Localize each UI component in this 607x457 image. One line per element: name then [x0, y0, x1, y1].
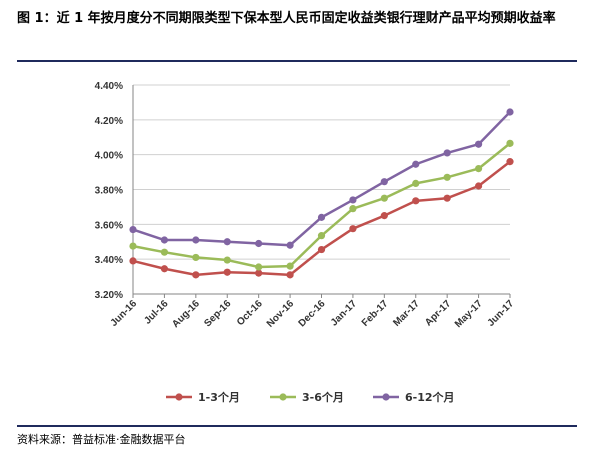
y-tick-label: 3.20%: [95, 290, 123, 301]
data-point: [286, 271, 294, 279]
data-point: [255, 269, 263, 277]
legend-marker: [175, 393, 183, 401]
data-point: [223, 256, 231, 264]
legend-marker: [382, 393, 390, 401]
data-point: [443, 194, 451, 202]
data-point: [286, 262, 294, 270]
data-point: [129, 225, 137, 234]
data-point: [380, 194, 388, 202]
data-point: [129, 242, 137, 250]
legend-label: 1-3个月: [198, 390, 240, 404]
y-tick-label: 4.40%: [95, 81, 123, 92]
data-point: [474, 165, 483, 173]
data-point: [412, 197, 420, 205]
data-point: [506, 139, 514, 147]
figure-title: 图 1：近 1 年按月度分不同期限类型下保本型人民币固定收益类银行理财产品平均预…: [17, 11, 556, 26]
data-point: [474, 182, 483, 190]
data-point: [160, 248, 169, 256]
y-tick-label: 4.20%: [95, 116, 123, 127]
data-point: [380, 212, 388, 220]
legend-marker: [279, 393, 287, 401]
data-point: [443, 173, 451, 181]
y-tick-label: 4.00%: [95, 151, 123, 162]
x-tick-label: Aug-16: [170, 298, 202, 330]
data-point: [255, 263, 263, 271]
x-tick-label: Apr-17: [423, 298, 453, 328]
data-point: [223, 238, 231, 246]
data-point: [317, 245, 326, 254]
x-tick-label: May-17: [453, 298, 485, 330]
data-point: [160, 265, 169, 273]
source-note: 资料来源：普益标准·金融数据平台: [17, 433, 186, 446]
data-point: [380, 178, 388, 186]
data-point: [474, 140, 483, 148]
data-point: [192, 253, 200, 262]
top-rule: [17, 60, 577, 62]
x-tick-label: Dec-16: [297, 298, 328, 329]
x-tick-label: Sep-16: [202, 298, 233, 329]
data-point: [349, 205, 357, 213]
data-point: [192, 271, 200, 279]
y-tick-label: 3.60%: [95, 220, 123, 231]
x-tick-label: Jun-16: [109, 298, 140, 329]
data-point: [443, 149, 451, 157]
data-point: [160, 236, 169, 244]
x-tick-label: Oct-16: [235, 298, 265, 328]
x-tick-label: Jun-17: [486, 298, 517, 329]
legend-label: 6-12个月: [405, 390, 455, 404]
x-tick-label: Jul-16: [142, 298, 171, 327]
data-point: [223, 268, 231, 276]
x-tick-label: Feb-17: [360, 298, 391, 329]
data-point: [317, 232, 326, 240]
x-tick-label: Nov-16: [265, 298, 297, 330]
data-point: [255, 239, 263, 248]
data-point: [192, 236, 200, 244]
bottom-rule: [17, 425, 577, 427]
data-point: [412, 179, 420, 188]
data-point: [129, 257, 137, 265]
data-point: [349, 196, 357, 204]
x-tick-label: Mar-17: [391, 298, 422, 329]
y-tick-label: 3.40%: [95, 255, 123, 266]
data-point: [506, 108, 514, 116]
data-point: [349, 225, 357, 233]
data-point: [317, 213, 326, 221]
series-line: [132, 111, 511, 247]
data-point: [286, 241, 294, 249]
data-point: [506, 158, 514, 166]
data-point: [412, 160, 420, 168]
y-tick-label: 3.80%: [95, 186, 123, 197]
legend-label: 3-6个月: [302, 390, 344, 404]
x-tick-label: Jan-17: [329, 298, 359, 328]
